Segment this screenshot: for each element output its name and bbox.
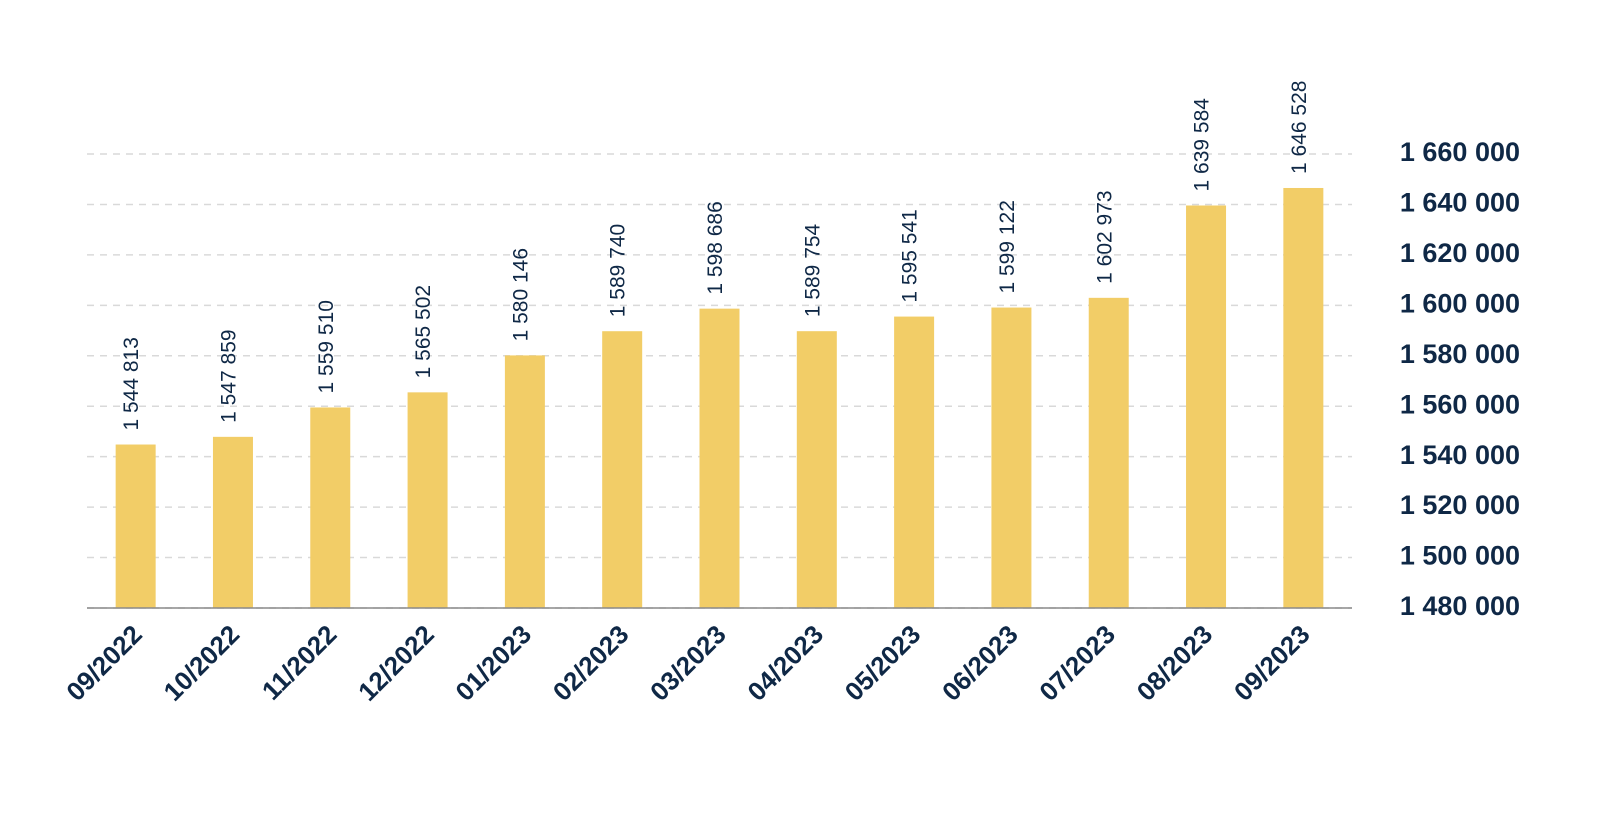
y-tick-label: 1 560 000 [1400,389,1520,419]
y-tick-label: 1 620 000 [1400,238,1520,268]
bar [1186,205,1227,608]
bar [796,331,837,608]
x-tick-label: 09/2022 [60,619,148,707]
bar [115,444,156,608]
value-label: 1 544 813 [120,337,143,430]
bar [407,392,448,608]
y-tick-label: 1 640 000 [1400,188,1520,218]
y-tick-label: 1 480 000 [1400,591,1520,621]
x-tick-label: 04/2023 [741,619,829,707]
x-tick-label: 08/2023 [1131,619,1219,707]
value-label: 1 598 686 [704,201,727,294]
bar [894,316,935,608]
bar [1088,297,1129,608]
x-tick-label: 06/2023 [936,619,1024,707]
y-tick-label: 1 520 000 [1400,490,1520,520]
y-tick-label: 1 580 000 [1400,339,1520,369]
value-label: 1 602 973 [1093,190,1116,283]
bar [602,331,643,608]
bar [1283,187,1324,608]
x-tick-label: 07/2023 [1033,619,1121,707]
value-label: 1 639 584 [1191,98,1214,192]
value-label: 1 595 541 [899,209,922,302]
x-tick-label: 03/2023 [644,619,732,707]
y-tick-label: 1 600 000 [1400,288,1520,318]
bar [310,407,351,608]
x-tick-label: 01/2023 [449,619,537,707]
bar [699,308,740,608]
bar [212,436,253,608]
x-tick-label: 12/2022 [352,619,440,707]
bar [504,355,545,608]
value-label: 1 580 146 [509,248,532,341]
y-tick-label: 1 500 000 [1400,541,1520,571]
x-tick-label: 09/2023 [1228,619,1316,707]
y-tick-label: 1 540 000 [1400,440,1520,470]
y-tick-label: 1 660 000 [1400,137,1520,167]
value-label: 1 599 122 [996,200,1019,293]
x-tick-label: 02/2023 [547,619,635,707]
value-label: 1 565 502 [412,285,435,378]
x-tick-label: 11/2022 [256,619,343,706]
x-tick-label: 10/2022 [158,619,246,707]
value-label: 1 589 740 [607,224,630,317]
x-tick-label: 05/2023 [839,619,927,707]
value-label: 1 646 528 [1288,81,1311,174]
value-label: 1 559 510 [315,300,338,393]
value-label: 1 547 859 [218,329,241,422]
value-label: 1 589 754 [801,223,824,317]
bar [991,307,1032,608]
